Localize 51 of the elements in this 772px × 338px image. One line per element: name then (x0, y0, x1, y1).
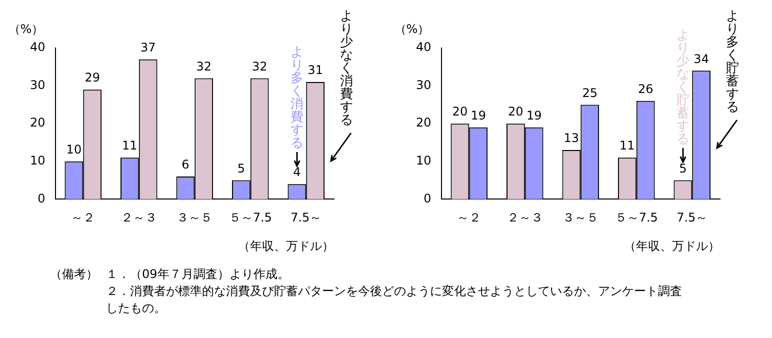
y-axis-title: （%） (8, 22, 44, 36)
text: より少なく消費する (340, 8, 354, 128)
data-label: 20 (452, 104, 468, 119)
x-tick-label: ２～３ (506, 210, 543, 225)
x-axis-title: （年収、万ドル） (238, 238, 334, 253)
data-label: 6 (182, 158, 190, 172)
data-label: 25 (582, 86, 598, 100)
x-axis-title: （年収、万ドル） (624, 238, 720, 253)
x-tick-label: ３～５ (176, 210, 213, 225)
data-label: 13 (564, 131, 580, 146)
text: より多く消費する (290, 44, 304, 151)
data-label: 32 (252, 59, 268, 74)
data-label: 11 (620, 138, 635, 153)
x-tick-label: 7.5～ (290, 210, 322, 225)
data-label: 29 (84, 70, 100, 85)
y-tick-label: 0 (424, 191, 432, 206)
y-tick-label: 40 (416, 40, 432, 54)
y-tick-label: 30 (416, 78, 432, 92)
y-tick-label: 30 (30, 78, 46, 92)
y-tick-label: 20 (416, 116, 432, 130)
x-tick-label: 7.5～ (676, 210, 708, 225)
y-tick-label: 10 (416, 154, 432, 168)
data-label: 20 (508, 104, 524, 119)
data-label: 5 (679, 161, 687, 176)
y-tick-label: 20 (30, 116, 46, 130)
data-label: 19 (470, 108, 486, 123)
x-tick-label: ～２ (71, 210, 96, 225)
series-label: より多く貯蓄する (726, 8, 740, 115)
x-tick-label: ２～３ (120, 210, 157, 225)
data-label: 4 (293, 165, 301, 180)
x-tick-label: ５～7.5 (614, 210, 658, 225)
data-label: 32 (196, 59, 212, 74)
y-tick-label: 10 (30, 154, 46, 168)
text: ２．消費者が標準的な消費及び貯蓄パターンを今後どのように変化させようとしているか、アンケート調査したもの。 (106, 283, 683, 317)
y-axis-title: （%） (394, 22, 430, 36)
data-label: 34 (694, 52, 709, 66)
text: １．（09年７月調査）より作成。 (106, 266, 290, 283)
data-label: 26 (638, 82, 654, 96)
y-tick-label: 40 (30, 40, 46, 54)
x-tick-label: ～２ (457, 210, 482, 225)
data-label: 37 (140, 40, 156, 54)
y-tick-label: 0 (38, 191, 46, 206)
data-label: 31 (308, 63, 323, 78)
text: より少なく貯蓄する (676, 28, 690, 148)
data-label: 11 (122, 138, 138, 153)
data-label: 10 (66, 142, 82, 157)
text: （備考） (50, 266, 99, 283)
x-tick-label: ５～7.5 (228, 210, 272, 225)
data-label: 19 (526, 108, 542, 123)
data-label: 5 (237, 161, 246, 176)
x-tick-label: ３～５ (562, 210, 599, 225)
